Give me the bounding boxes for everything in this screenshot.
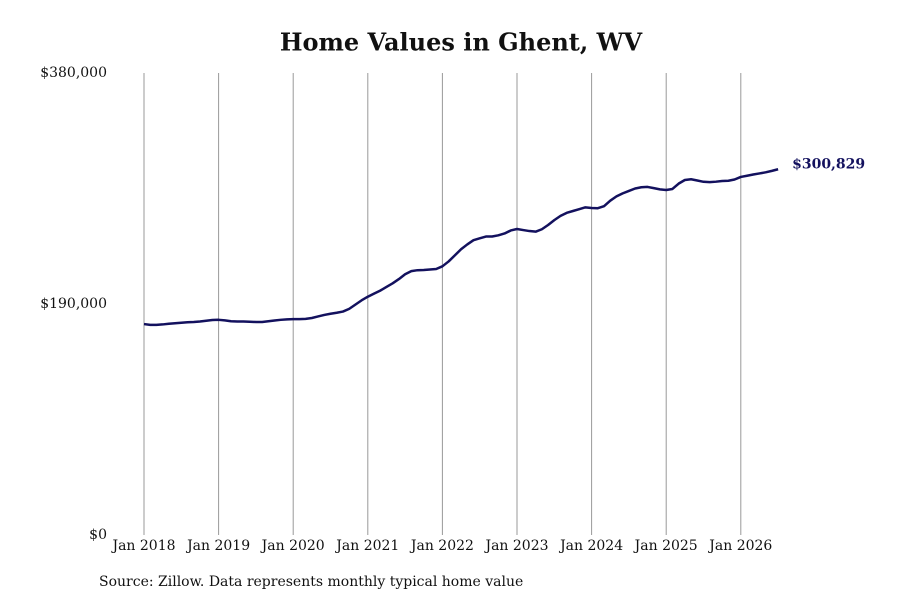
x-tick-label: Jan 2019 <box>185 538 250 554</box>
x-tick-label: Jan 2021 <box>334 538 399 554</box>
x-tick-label: Jan 2024 <box>558 538 623 554</box>
source-note: Source: Zillow. Data represents monthly … <box>99 574 523 590</box>
x-tick-label: Jan 2022 <box>409 538 474 554</box>
y-tick-label: $190,000 <box>40 296 107 312</box>
x-tick-label: Jan 2020 <box>260 538 325 554</box>
x-tick-label: Jan 2026 <box>707 538 772 554</box>
y-tick-label: $380,000 <box>40 65 107 81</box>
x-tick-label: Jan 2025 <box>633 538 698 554</box>
x-tick-label: Jan 2018 <box>110 538 175 554</box>
line <box>143 168 779 327</box>
chart-title: Home Values in Ghent, WV <box>280 28 643 57</box>
value-label: $300,829 <box>792 156 865 172</box>
y-tick-label: $0 <box>89 527 107 543</box>
x-tick-label: Jan 2023 <box>483 538 548 554</box>
